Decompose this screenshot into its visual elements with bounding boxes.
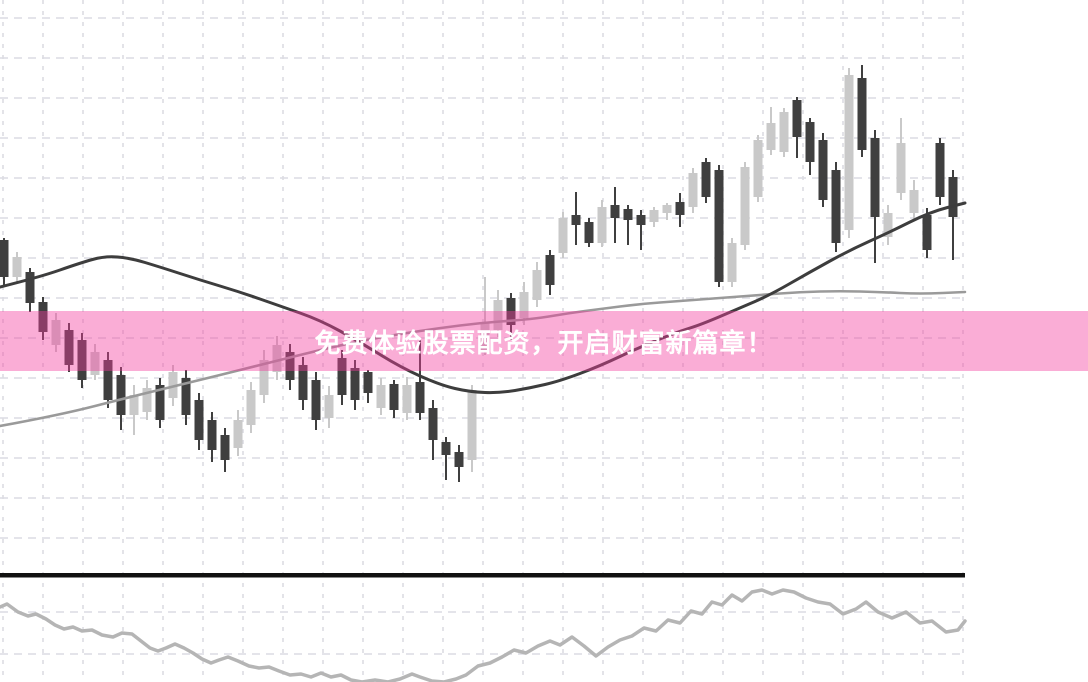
- candle: [636, 210, 646, 250]
- candle: [740, 162, 750, 250]
- candle: [467, 385, 477, 472]
- candle: [77, 333, 87, 388]
- ma-slow-line: [0, 289, 967, 428]
- grid-layer: [0, 0, 965, 682]
- candle: [259, 350, 269, 403]
- candle: [935, 138, 945, 205]
- candle: [194, 393, 204, 450]
- candle: [90, 344, 100, 380]
- candle: [753, 135, 763, 202]
- candle: [545, 250, 555, 295]
- candle: [792, 97, 802, 158]
- candle: [285, 344, 295, 390]
- candle: [103, 352, 113, 408]
- candle: [454, 445, 464, 482]
- candle: [25, 268, 35, 312]
- candle: [597, 200, 607, 247]
- candle: [12, 252, 22, 282]
- candle: [363, 370, 373, 403]
- candle: [714, 165, 724, 287]
- candle: [51, 313, 61, 352]
- candle: [181, 370, 191, 425]
- candle: [129, 385, 139, 435]
- candle: [844, 68, 854, 238]
- candle: [337, 350, 347, 405]
- candle: [389, 380, 399, 418]
- candle: [415, 340, 425, 420]
- candle: [272, 336, 282, 380]
- candle: [38, 297, 48, 340]
- candle: [584, 218, 594, 247]
- candle: [0, 238, 9, 287]
- candle: [701, 158, 711, 203]
- candlestick-series: [0, 65, 958, 482]
- candle: [805, 118, 815, 175]
- candle: [857, 65, 867, 157]
- candle: [298, 357, 308, 410]
- indicator-line: [0, 588, 967, 682]
- candle: [883, 205, 893, 245]
- candle: [558, 212, 568, 258]
- candle: [324, 386, 334, 428]
- candle: [948, 170, 958, 260]
- candle: [831, 162, 841, 252]
- candle: [675, 193, 685, 227]
- candle: [233, 410, 243, 456]
- candle: [376, 378, 386, 415]
- candle: [207, 412, 217, 462]
- candle: [623, 205, 633, 245]
- candle: [766, 107, 776, 155]
- candle: [896, 118, 906, 200]
- candle: [441, 437, 451, 480]
- candle: [649, 207, 659, 227]
- candle: [428, 400, 438, 460]
- candle: [493, 290, 503, 337]
- candle: [519, 282, 529, 325]
- candle: [870, 130, 880, 263]
- candle: [246, 382, 256, 433]
- candle: [610, 187, 620, 243]
- candle: [220, 428, 230, 472]
- candle: [688, 168, 698, 213]
- candle: [532, 262, 542, 307]
- candle: [311, 372, 321, 430]
- candle: [402, 377, 412, 420]
- candle: [571, 192, 581, 245]
- candle: [727, 238, 737, 287]
- candle: [480, 277, 490, 355]
- candle: [662, 203, 672, 220]
- candle: [922, 208, 932, 258]
- candle: [64, 323, 74, 372]
- ma-fast-line: [0, 201, 967, 395]
- candle: [818, 133, 828, 207]
- candle: [142, 380, 152, 420]
- candle: [350, 360, 360, 410]
- candle: [909, 180, 919, 220]
- panel-separator: [0, 573, 965, 578]
- candle: [506, 293, 516, 340]
- candle: [779, 108, 789, 157]
- candle: [155, 378, 165, 428]
